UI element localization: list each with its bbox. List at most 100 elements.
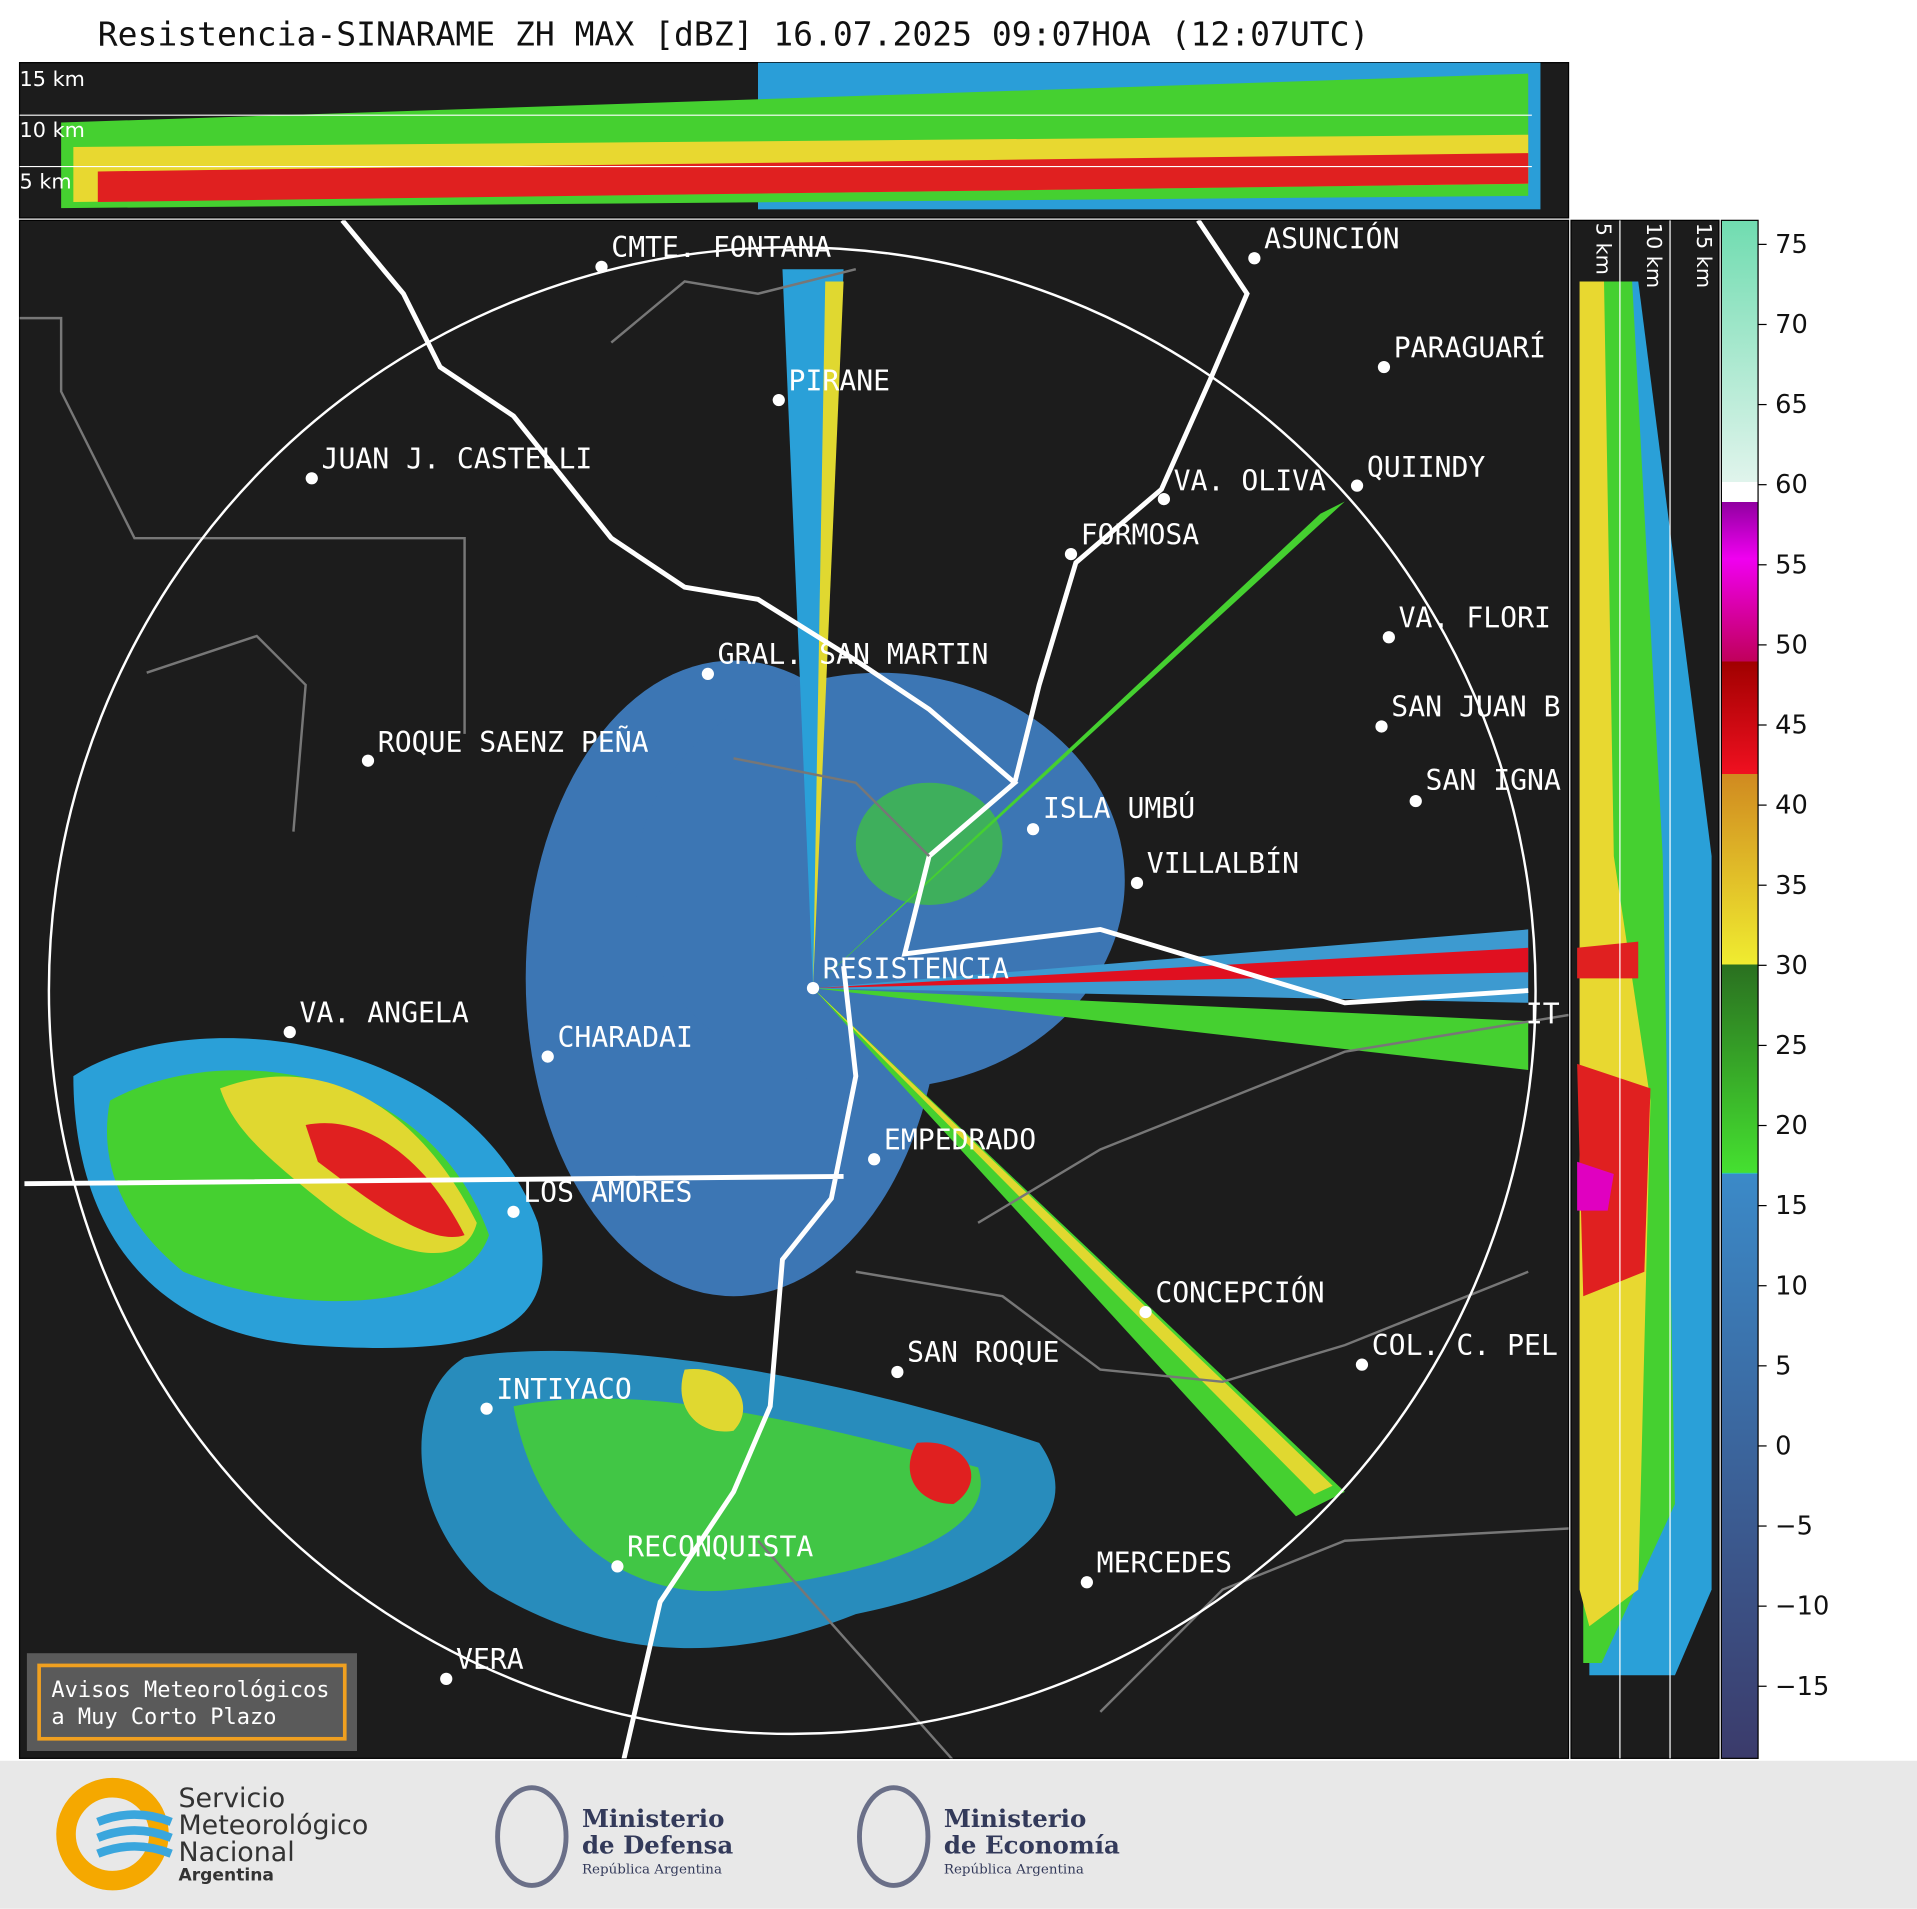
city-label: MERCEDES: [1097, 1547, 1232, 1580]
height-label: 10 km: [20, 118, 85, 142]
colorbar-tick-label: 5: [1775, 1351, 1791, 1381]
logo-text: Ministerio: [582, 1804, 724, 1833]
city-dot: [701, 667, 714, 681]
city-label: VILLALBÍN: [1147, 846, 1299, 880]
city-label: EMPEDRADO: [884, 1124, 1036, 1157]
city-dot: [1139, 1305, 1152, 1319]
city-label: JUAN J. CASTELLI: [322, 443, 593, 476]
colorbar-tick-label: 55: [1775, 550, 1808, 580]
city-label: SAN JUAN B: [1391, 691, 1560, 724]
city-label: PIRANE: [789, 364, 891, 397]
city-dot: [1064, 547, 1078, 561]
city-dot: [305, 472, 318, 485]
city-dot: [283, 1026, 296, 1039]
colorbar-tick-label: 65: [1775, 390, 1808, 420]
colorbar-tick-label: −10: [1775, 1592, 1829, 1622]
city-dot: [480, 1402, 493, 1415]
city-label: VA. OLIVA: [1174, 465, 1326, 498]
city-dot: [507, 1205, 520, 1218]
city-label: INTIYACO: [496, 1373, 631, 1406]
city-dot: [541, 1050, 554, 1063]
city-label: IT: [1526, 998, 1560, 1031]
title: Resistencia-SINARAME ZH MAX [dBZ] 16.07.…: [98, 15, 1370, 54]
city-label: FORMOSA: [1081, 518, 1200, 551]
city-label: CONCEPCIÓN: [1155, 1275, 1324, 1309]
footer-bg: [0, 1760, 1917, 1909]
colorbar-tick-label: 60: [1775, 470, 1808, 500]
city-dot: [891, 1365, 904, 1379]
colorbar-tick-label: 30: [1775, 951, 1808, 981]
city-label: COL. C. PEL: [1372, 1329, 1558, 1362]
logo-text: Nacional: [178, 1837, 294, 1868]
city-dot: [1377, 360, 1391, 374]
colorbar-tick-label: 15: [1775, 1191, 1808, 1221]
city-dot: [806, 982, 820, 995]
range-ring: [47, 246, 1537, 1736]
city-dot: [1130, 876, 1144, 890]
city-dot: [868, 1153, 881, 1166]
colorbar-tick-label: 35: [1775, 871, 1808, 901]
city-dot: [1350, 479, 1364, 492]
city-dot: [1355, 1358, 1369, 1371]
logo-text: Argentina: [178, 1866, 273, 1886]
colorbar-tick-label: −5: [1775, 1512, 1813, 1542]
colorbar-tick-label: 75: [1775, 230, 1808, 260]
notice-box: Avisos Meteorológicos a Muy Corto Plazo: [26, 1653, 357, 1752]
city-label: ISLA UMBÚ: [1043, 791, 1195, 825]
city-label: VERA: [456, 1643, 524, 1676]
city-label: ASUNCIÓN: [1264, 221, 1399, 255]
city-dot: [1248, 252, 1261, 265]
radar-echo: [19, 220, 1569, 1759]
colorbar-ticks: −15 −10 −5 0 5 10 15 20 25 30 35 40 45 50 55 60 65 70 75: [1758, 230, 1829, 1702]
city-label: SAN ROQUE: [907, 1336, 1059, 1369]
colorbar-tick-label: −15: [1775, 1672, 1829, 1702]
logo-text: Ministerio: [944, 1804, 1086, 1833]
logo-defensa: Ministerio de Defensa República Argentin…: [495, 1785, 733, 1888]
colorbar-tick-label: 50: [1775, 630, 1808, 660]
city-dot: [1157, 492, 1171, 506]
city-dot: [361, 754, 375, 767]
logo-text: Meteorológico: [178, 1810, 368, 1841]
colorbar-tick-label: 70: [1775, 310, 1808, 340]
colorbar-tick-label: 10: [1775, 1271, 1808, 1301]
logo-economia: Ministerio de Economía República Argenti…: [857, 1785, 1120, 1888]
height-label: 5 km: [20, 170, 72, 194]
height-label: 5 km: [1592, 223, 1616, 275]
city-dot: [1026, 823, 1040, 836]
logo-text: República Argentina: [582, 1862, 722, 1877]
city-label: VA. FLORI: [1399, 601, 1551, 634]
colorbar-tick-label: 0: [1775, 1431, 1791, 1461]
city-label: CHARADAI: [557, 1021, 692, 1054]
height-label: 10 km: [1642, 223, 1666, 288]
city-label: LOS AMORES: [523, 1176, 692, 1209]
city-dot: [1409, 794, 1422, 808]
height-label: 15 km: [1692, 223, 1716, 288]
colorbar-tick-label: 40: [1775, 791, 1808, 821]
colorbar-tick-label: 25: [1775, 1031, 1808, 1061]
city-label: RECONQUISTA: [627, 1531, 813, 1564]
top-echo: [61, 62, 1541, 210]
city-label: VA. ANGELA: [300, 996, 469, 1029]
city-label: ROQUE SAENZ PEÑA: [378, 725, 649, 759]
logo-smn: Servicio Meteorológico Nacional Argentin…: [56, 1777, 368, 1891]
logo-text: de Economía: [944, 1831, 1120, 1860]
city-label: SAN IGNA: [1426, 764, 1561, 797]
city-label: PARAGUARÍ: [1394, 330, 1546, 364]
logo-text: República Argentina: [944, 1862, 1084, 1877]
colorbar: [1720, 219, 1759, 1759]
colorbar-tick-label: 20: [1775, 1111, 1808, 1141]
logo-text: de Defensa: [582, 1831, 733, 1860]
city-dot: [1382, 631, 1395, 644]
city-dot: [595, 260, 608, 273]
city-label: CMTE. FONTANA: [611, 231, 831, 264]
city-label: RESISTENCIA: [823, 952, 1009, 985]
city-dot: [440, 1672, 453, 1685]
city-dot: [1080, 1576, 1093, 1589]
city-dot: [772, 393, 785, 407]
height-label: 15 km: [20, 67, 85, 91]
notice-text: a Muy Corto Plazo: [51, 1705, 276, 1730]
logo-text: Servicio: [178, 1783, 285, 1814]
notice-text: Avisos Meteorológicos: [51, 1678, 329, 1703]
city-dot: [1375, 720, 1388, 733]
